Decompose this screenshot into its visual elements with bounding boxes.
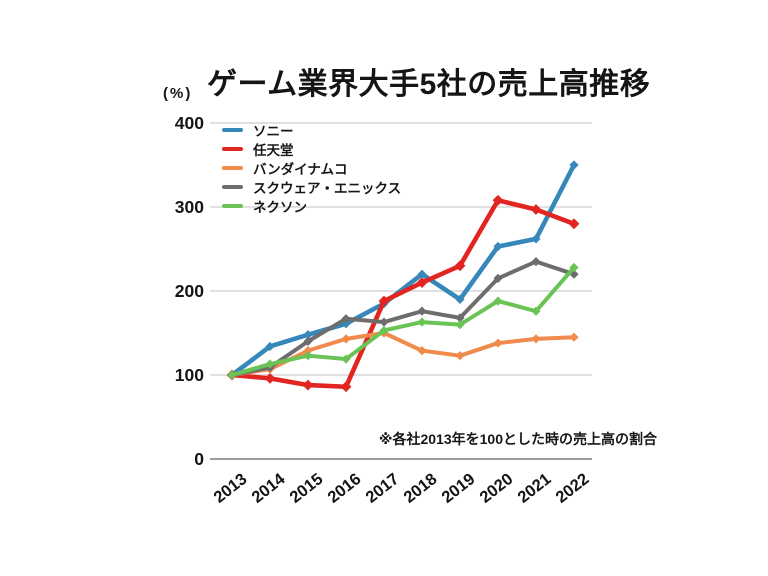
data-point-marker [493,338,503,348]
data-point-marker [569,332,579,342]
data-point-marker [455,313,465,323]
data-point-marker [417,306,427,316]
x-tick-label-2017: 2017 [362,470,402,507]
data-point-marker [492,194,504,206]
legend-label: 任天堂 [253,142,294,158]
x-tick-label-2020: 2020 [476,470,516,507]
legend-item-3: スクウェア・エニックス [222,177,401,196]
data-point-marker [265,341,275,352]
data-point-marker [454,260,466,272]
data-point-marker [569,160,579,170]
data-point-marker [455,351,465,361]
legend-item-0: ソニー [222,120,401,139]
data-point-marker [569,269,579,279]
x-tick-label-2015: 2015 [286,470,326,507]
data-point-marker [569,262,579,273]
x-tick-label-2014: 2014 [248,469,289,506]
data-point-marker [303,330,313,340]
data-point-marker [341,334,351,344]
data-point-marker [531,257,541,267]
legend-swatch [222,165,243,170]
x-tick-label-2013: 2013 [210,470,250,507]
series-line-4 [230,265,576,377]
chart-title: ゲーム業界大手5社の売上高推移 [207,68,651,101]
data-point-marker [530,204,542,215]
data-point-marker [264,372,276,384]
legend: ソニー任天堂バンダイナムコスクウェア・エニックス ネクソン [222,120,401,215]
data-point-marker [303,336,313,346]
data-point-marker [531,334,541,344]
y-tick-label-300: 300 [175,197,204,217]
y-axis-unit-label: (%) [163,85,193,102]
y-tick-label-0: 0 [194,449,204,469]
legend-item-2: バンダイナムコ [222,158,401,177]
data-point-marker [417,317,427,327]
data-point-marker [379,325,389,336]
x-tick-label-2016: 2016 [324,470,364,507]
data-point-marker [341,354,351,364]
series-line-0 [229,162,577,378]
data-point-marker [455,294,465,304]
legend-swatch [222,127,243,132]
y-tick-label-400: 400 [175,113,204,133]
data-point-marker [303,346,313,356]
x-tick-label-2018: 2018 [400,470,440,507]
x-tick-label-2019: 2019 [438,470,478,507]
data-point-marker [416,277,428,288]
data-point-marker [340,381,352,393]
data-point-marker [303,351,313,361]
data-point-marker [417,269,427,279]
x-tick-label-2021: 2021 [514,470,554,507]
legend-label: スクウェア・エニックス [253,180,402,196]
data-point-marker [493,241,503,252]
chart-footnote: ※各社2013年を100とした時の売上高の割合 [378,431,657,447]
series-line-3 [230,259,576,377]
legend-swatch [222,203,243,208]
data-point-marker [378,295,390,307]
data-point-marker [417,346,427,356]
data-point-marker [302,379,314,391]
data-point-marker [265,359,275,369]
data-point-marker [379,317,389,327]
data-point-marker [493,296,503,306]
data-point-marker [227,370,237,380]
legend-label: ネクソン [253,199,307,215]
data-point-marker [531,306,541,316]
data-point-marker [568,218,580,230]
y-tick-label-100: 100 [175,365,204,385]
x-tick-label-2022: 2022 [552,470,592,507]
data-point-marker [341,314,351,324]
legend-swatch [222,184,243,189]
data-point-marker [493,273,503,283]
legend-label: バンダイナムコ [253,161,348,177]
legend-swatch [222,146,243,151]
legend-item-1: 任天堂 [222,139,401,158]
data-point-marker [531,234,541,244]
series-line-2 [230,331,576,377]
legend-item-4: ネクソン [222,196,401,215]
legend-label: ソニー [253,123,294,139]
y-tick-label-200: 200 [175,281,204,301]
data-point-marker [455,320,465,330]
series-line-1 [229,197,577,390]
